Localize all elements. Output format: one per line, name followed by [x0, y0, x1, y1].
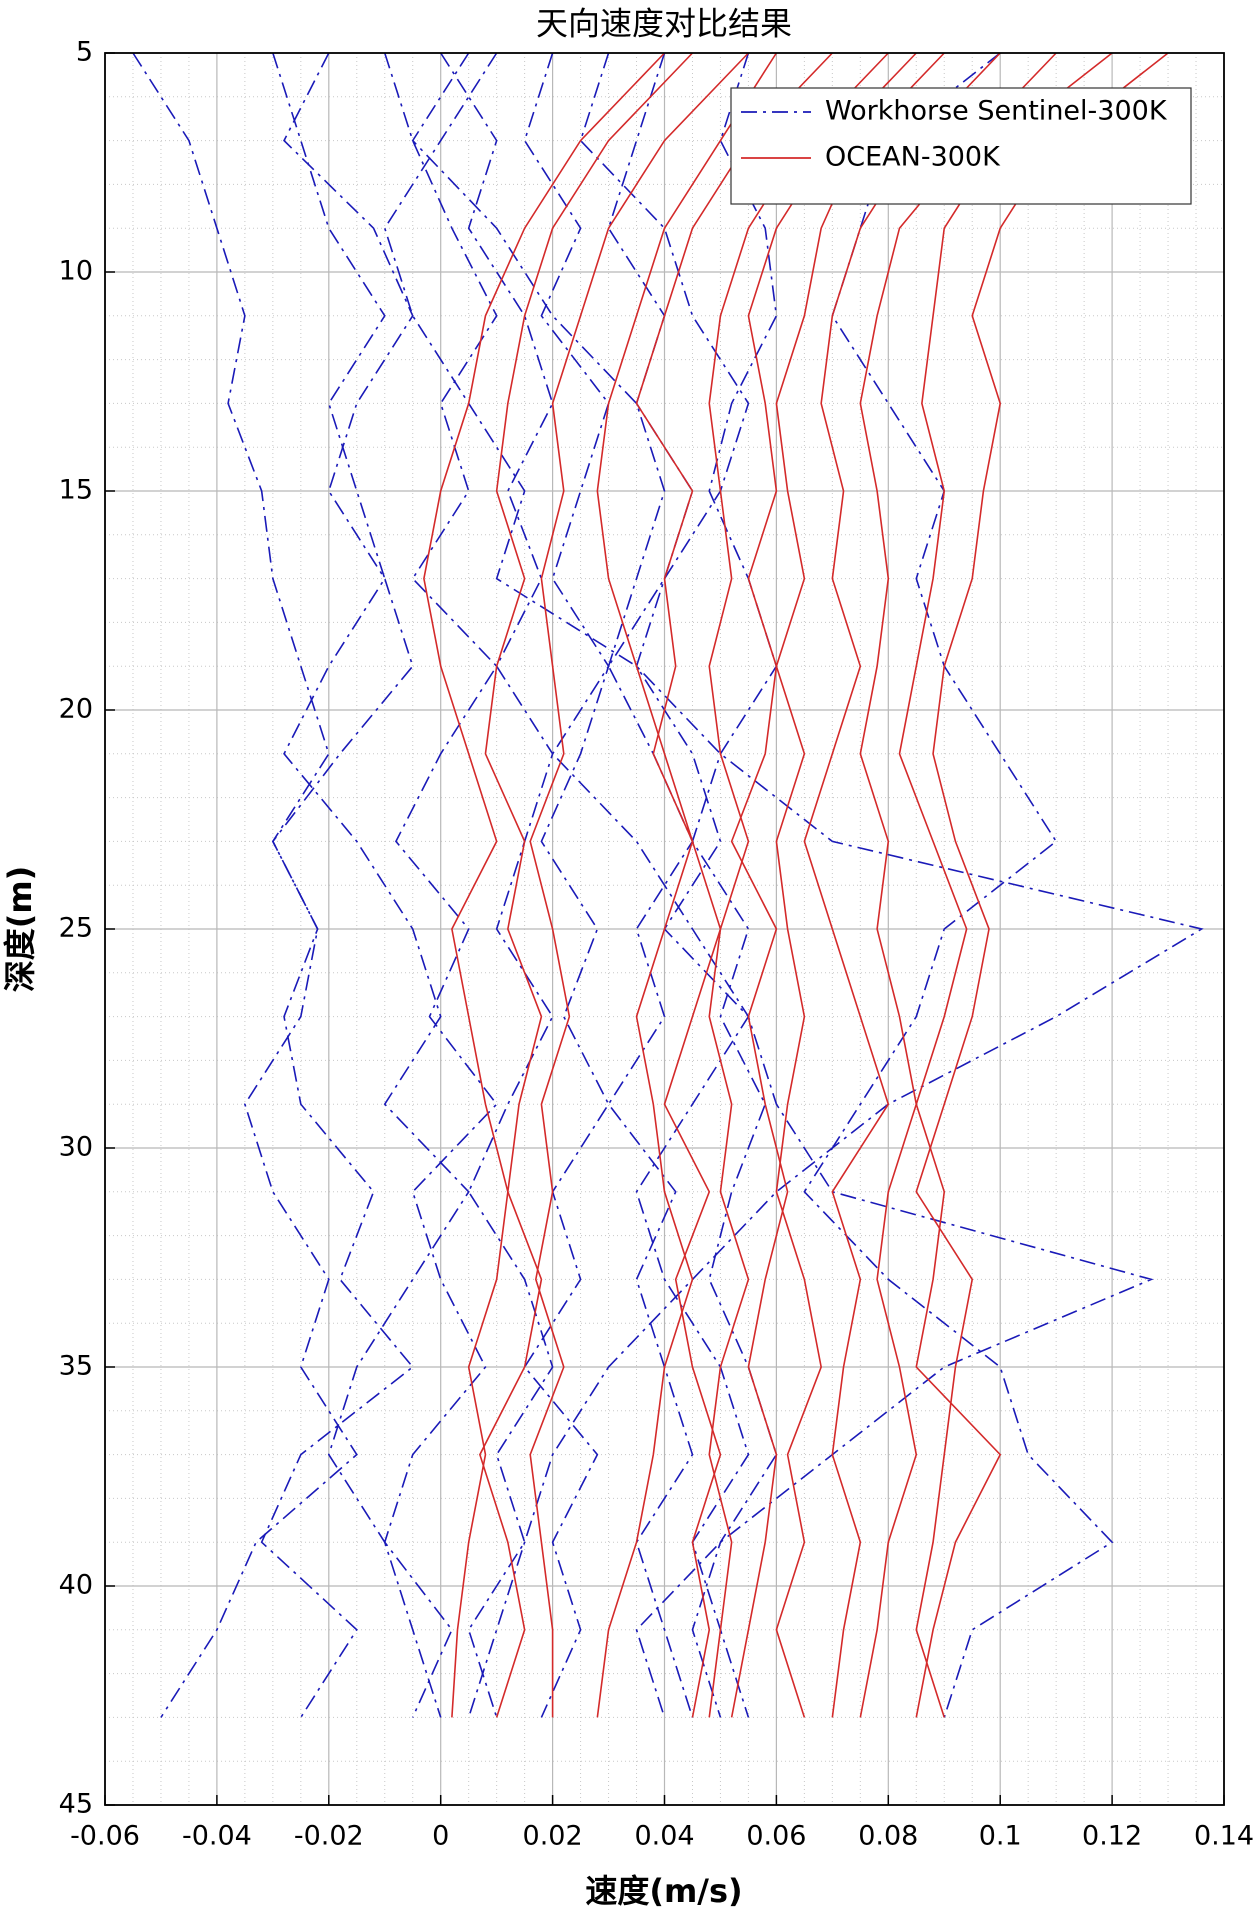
- legend-label: OCEAN-300K: [825, 142, 1001, 173]
- profile-line: [635, 52, 833, 1718]
- legend-box: [730, 87, 1192, 205]
- y-tick-label: 10: [59, 256, 93, 287]
- profile-line: [529, 52, 749, 1718]
- y-tick-label: 35: [59, 1351, 93, 1382]
- x-tick-label: 0.06: [746, 1821, 806, 1852]
- y-tick-label: 30: [59, 1132, 93, 1163]
- profile-line: [260, 52, 414, 1718]
- x-tick-label: 0.08: [858, 1821, 918, 1852]
- x-tick-label: 0: [432, 1821, 449, 1852]
- profile-line: [803, 52, 1114, 1718]
- x-axis-label: 速度(m/s): [585, 1872, 742, 1910]
- x-tick-label: 0.02: [523, 1821, 583, 1852]
- profile-line: [775, 52, 945, 1718]
- profile-line: [730, 52, 917, 1718]
- profile-line: [859, 52, 1057, 1718]
- profile-line: [132, 52, 358, 1718]
- chart-title: 天向速度对比结果: [536, 5, 792, 43]
- profile-line: [479, 52, 694, 1718]
- x-tick-label: 0.12: [1082, 1821, 1142, 1852]
- profile-line: [708, 52, 889, 1718]
- legend-label: Workhorse Sentinel-300K: [825, 96, 1168, 127]
- x-tick-label: 0.1: [979, 1821, 1022, 1852]
- y-tick-label: 40: [59, 1570, 93, 1601]
- x-tick-label: 0.14: [1194, 1821, 1254, 1852]
- profile-line: [803, 52, 1001, 1718]
- profile-line: [440, 52, 554, 1718]
- profile-line: [898, 52, 1113, 1718]
- plot-frame: [104, 52, 1225, 1806]
- x-tick-label: -0.06: [70, 1821, 140, 1852]
- x-tick-label: 0.04: [634, 1821, 694, 1852]
- profile-line: [579, 52, 750, 1718]
- y-tick-label: 45: [59, 1789, 93, 1820]
- y-tick-label: 15: [59, 475, 93, 506]
- profile-line: [523, 52, 610, 1718]
- profile-line: [411, 52, 1154, 1718]
- x-tick-label: -0.02: [294, 1821, 364, 1852]
- y-tick-label: 25: [59, 913, 93, 944]
- profile-line: [915, 52, 1169, 1718]
- y-tick-label: 5: [76, 37, 93, 68]
- profile-line: [596, 52, 778, 1718]
- profile-line: [272, 52, 470, 1718]
- x-tick-label: -0.04: [182, 1821, 252, 1852]
- profile-line: [383, 52, 1204, 1718]
- profile-line: [383, 52, 498, 1718]
- y-tick-label: 20: [59, 694, 93, 725]
- y-axis-label: 深度(m): [1, 866, 39, 993]
- profile-line: [423, 52, 666, 1718]
